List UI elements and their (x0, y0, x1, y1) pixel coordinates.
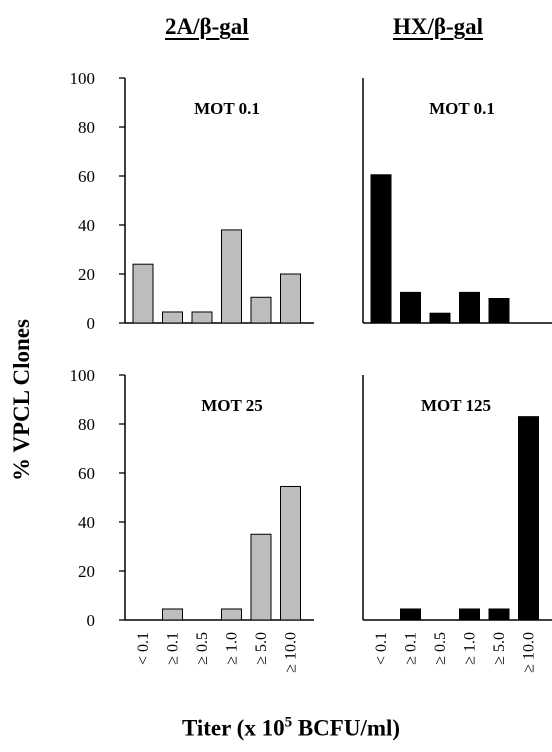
panel-bottom-right-category-label: ≥ 10.0 (521, 632, 538, 673)
panel-bottom-left-y-tick-label: 20 (78, 562, 95, 581)
panel-top-right-bar (429, 312, 451, 324)
panel-top-right-title: MOT 0.1 (429, 99, 495, 118)
panel-top-left-bar (250, 296, 272, 324)
panel-bottom-right-title: MOT 125 (421, 396, 491, 415)
column-title-hx-bgal: HX/β-gal (393, 14, 484, 39)
panel-top-right-bar (370, 174, 392, 324)
panel-top-left-title: MOT 0.1 (194, 99, 260, 118)
panel-top-left-y-tick-label: 100 (70, 69, 96, 88)
panel-bottom-left-category-label: ≥ 0.1 (165, 632, 182, 665)
panel-bottom-left-y-tick-label: 80 (78, 415, 95, 434)
panel-bottom-left-bar (162, 608, 183, 621)
panel-bottom-right-category-label: ≥ 1.0 (462, 632, 479, 665)
panel-bottom-right-category-label: ≥ 5.0 (491, 632, 508, 665)
panel-top-left-y-tick-label: 40 (78, 216, 95, 235)
panel-bottom-left-bar (280, 485, 301, 621)
panel-bottom-right-bar (518, 416, 539, 621)
panel-top-left-y-tick-label: 0 (87, 314, 96, 333)
panel-bottom-left-title: MOT 25 (201, 396, 263, 415)
panel-top-left-y-tick-label: 80 (78, 118, 95, 137)
panel-bottom-left-y-tick-label: 60 (78, 464, 95, 483)
panel-top-left-bar (280, 273, 301, 324)
panel-bottom-right-category-label: < 0.1 (373, 632, 390, 665)
panel-bottom-left-category-label: ≥ 1.0 (224, 632, 241, 665)
panel-top-left-bar (191, 311, 213, 324)
panel-bottom-left-category-label: ≥ 0.5 (194, 632, 211, 665)
panel-bottom-left-category-label: < 0.1 (135, 632, 152, 665)
panel-bottom-left-category-label: ≥ 5.0 (253, 632, 270, 665)
column-title-2a-bgal: 2A/β-gal (165, 14, 249, 39)
panel-bottom-left-bar (221, 608, 242, 621)
panel-bottom-right-category-label: ≥ 0.1 (403, 632, 420, 665)
panel-bottom-right-category-label: ≥ 0.5 (432, 632, 449, 665)
panel-top-left-bar (221, 229, 242, 324)
x-axis-label-suffix: BCFU/ml) (292, 715, 401, 741)
panel-bottom-left-bar (250, 533, 272, 621)
panel-top-left-y-tick-label: 20 (78, 265, 95, 284)
panel-bottom-left-y-tick-label: 100 (70, 366, 96, 385)
x-axis-label-exponent: 5 (284, 714, 293, 731)
x-axis-label-prefix: Titer (x 10 (181, 715, 285, 741)
x-axis-label: Titer (x 105 BCFU/ml) (182, 715, 400, 742)
panel-top-left-bar (132, 263, 154, 324)
panel-bottom-left-y-tick-label: 0 (87, 611, 96, 630)
panel-bottom-left-category-label: ≥ 10.0 (283, 632, 300, 673)
panel-top-left-y-tick-label: 60 (78, 167, 95, 186)
panel-top-right-bar (459, 291, 480, 324)
panel-bottom-right-bar (400, 608, 421, 621)
panel-bottom-left-y-tick-label: 40 (78, 513, 95, 532)
panel-top-right-bar (488, 298, 510, 324)
panel-top-left-bar (162, 311, 183, 324)
panel-bottom-right-bar (459, 608, 480, 621)
panel-top-right-bar (400, 291, 421, 324)
panel-bottom-right-bar (488, 608, 510, 621)
